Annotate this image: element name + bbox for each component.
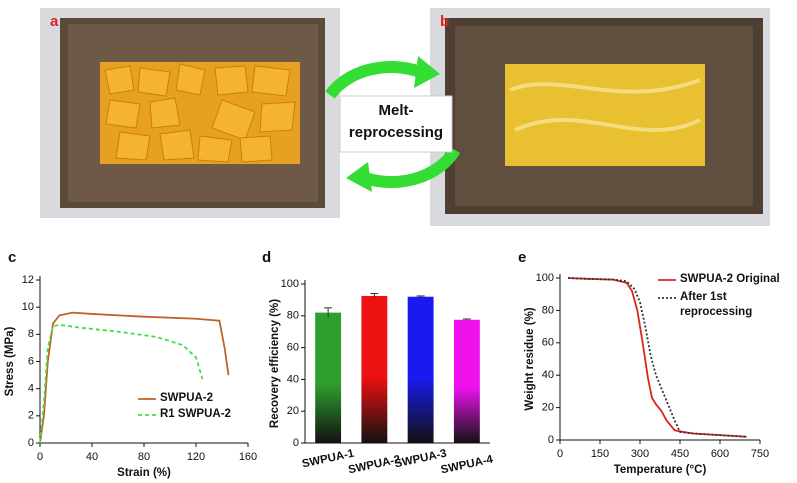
panel-label: e [518, 249, 526, 266]
x-tick-label: 450 [671, 448, 689, 460]
y-tick-label: 6 [28, 355, 34, 367]
x-tick-label: 120 [187, 451, 205, 463]
panel-label: a [50, 13, 59, 30]
panel-label: c [8, 249, 16, 266]
x-tick-label: 40 [86, 451, 98, 463]
y-tick-label: 80 [287, 310, 299, 322]
legend-entry: SWPUA-2 [160, 392, 214, 404]
legend-entry: After 1st reprocessing [680, 291, 753, 318]
bar [315, 312, 342, 443]
series-line [567, 277, 747, 438]
annotation: Melt-reprocessing [348, 102, 444, 141]
legend-label: After 1st reprocessing [680, 291, 753, 318]
y-tick-label: 60 [542, 337, 554, 349]
y-tick-label: 4 [28, 383, 34, 395]
panel-label: b [440, 13, 449, 30]
bar [361, 295, 388, 443]
series-line [39, 323, 204, 444]
y-tick-label: 8 [28, 328, 34, 340]
y-tick-label: 40 [287, 373, 299, 385]
annotation-wrap: Melt-reprocessing [348, 102, 444, 141]
x-axis-label: Strain (%) [117, 467, 171, 479]
legend-entry: R1 SWPUA-2 [160, 408, 231, 420]
annotation-box [339, 95, 453, 153]
x-axis-label: Temperature (°C) [614, 464, 707, 476]
series-line [567, 277, 747, 438]
y-tick-label: 10 [22, 301, 34, 313]
legend-entry: SWPUA-2 Original [680, 273, 780, 285]
y-axis-label: Stress (MPa) [4, 327, 16, 397]
y-tick-label: 100 [281, 278, 299, 290]
y-tick-label: 0 [548, 434, 554, 446]
x-tick-label: 600 [711, 448, 729, 460]
x-tick-label: 300 [631, 448, 649, 460]
x-tick-label: 0 [37, 451, 43, 463]
y-axis-label: Recovery efficiency (%) [269, 299, 281, 428]
x-tick-label: 80 [138, 451, 150, 463]
photo-a: a [40, 8, 340, 218]
panel-label: d [262, 249, 271, 266]
series-line [39, 311, 230, 444]
y-tick-label: 0 [293, 437, 299, 449]
y-axis-label: Weight residue (%) [524, 307, 536, 410]
y-tick-label: 60 [287, 342, 299, 354]
cycle-arrows [325, 56, 461, 192]
bar [407, 296, 434, 443]
photo-b: b [430, 8, 770, 226]
y-tick-label: 20 [542, 402, 554, 414]
x-tick-label: 750 [751, 448, 769, 460]
y-tick-label: 80 [542, 304, 554, 316]
legend-label: R1 SWPUA-2 [160, 408, 231, 420]
bar [453, 319, 480, 443]
x-tick-label: SWPUA-2 [347, 454, 401, 477]
legend-label: SWPUA-2 [160, 392, 214, 404]
y-tick-label: 12 [22, 274, 34, 286]
x-tick-label: 150 [591, 448, 609, 460]
y-tick-label: 0 [28, 437, 34, 449]
x-tick-label: SWPUA-4 [440, 454, 495, 477]
y-tick-label: 2 [28, 410, 34, 422]
legend-label: SWPUA-2 Original [680, 273, 780, 285]
y-tick-label: 40 [542, 369, 554, 381]
x-tick-label: 0 [557, 448, 563, 460]
y-tick-label: 20 [287, 405, 299, 417]
x-tick-label: 160 [239, 451, 257, 463]
y-tick-label: 100 [536, 272, 554, 284]
